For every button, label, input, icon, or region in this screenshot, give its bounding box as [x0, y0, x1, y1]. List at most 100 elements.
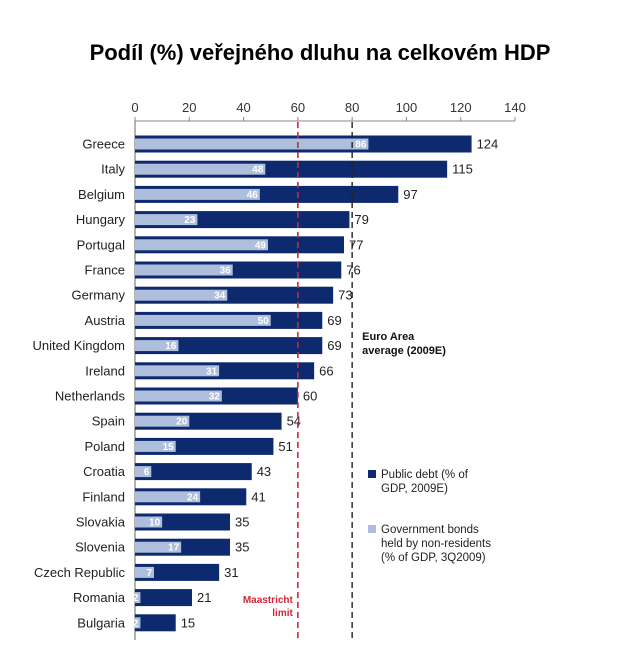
bonds-held-bar	[135, 188, 260, 200]
category-label: Austria	[85, 313, 126, 328]
bonds-held-value-label: 46	[247, 190, 259, 201]
legend-public-debt-label-line: GDP, 2009E)	[381, 483, 448, 495]
bonds-held-bar	[135, 415, 190, 427]
category-label: Croatia	[83, 464, 126, 479]
bonds-held-value-label: 6	[144, 467, 150, 478]
bonds-held-value-label: 32	[209, 392, 221, 403]
bar-row: Greece 86 124	[82, 135, 498, 153]
bonds-held-bar	[135, 516, 163, 528]
public-debt-bar	[135, 614, 176, 632]
category-label: Portugal	[77, 237, 126, 252]
bar-row: France 36 76	[85, 261, 361, 279]
bonds-held-value-label: 10	[149, 518, 161, 529]
bar-row: Slovakia 10 35	[76, 513, 249, 531]
legend-bonds-held: Government bonds held by non-residents (% …	[368, 524, 491, 564]
bonds-held-value-label: 20	[176, 417, 188, 428]
public-debt-bar	[135, 563, 220, 581]
bonds-held-value-label: 2	[133, 618, 139, 629]
bar-row: Poland 15 51	[85, 437, 293, 455]
bonds-held-value-label: 24	[187, 492, 199, 503]
bar-row: United Kingdom 16 69	[33, 337, 342, 355]
x-tick-label: 20	[182, 100, 196, 115]
bonds-held-bar	[135, 289, 228, 301]
public-debt-value-label: 60	[303, 389, 317, 404]
bonds-held-bar	[135, 314, 271, 326]
public-debt-value-label: 69	[327, 313, 341, 328]
bonds-held-value-label: 16	[165, 341, 177, 352]
bar-row: Ireland 31 66	[85, 362, 334, 380]
bar-row: Finland 24 41	[82, 488, 266, 506]
bonds-held-bar	[135, 163, 266, 175]
bar-row: Spain 20 54	[92, 412, 301, 430]
legend: Public debt (% of GDP, 2009E) Government b…	[368, 469, 491, 564]
x-tick-label: 40	[236, 100, 250, 115]
category-label: Slovakia	[76, 515, 126, 530]
x-tick-label: 0	[131, 100, 138, 115]
x-tick-label: 60	[291, 100, 305, 115]
category-label: Bulgaria	[77, 615, 125, 630]
category-label: Czech Republic	[34, 565, 126, 580]
x-tick-label: 80	[345, 100, 359, 115]
category-label: Italy	[101, 162, 125, 177]
maastricht-limit-label-line: limit	[272, 608, 293, 619]
category-label: United Kingdom	[33, 338, 126, 353]
bonds-held-bar	[135, 617, 141, 629]
bonds-held-bar	[135, 491, 201, 503]
bonds-held-value-label: 2	[133, 593, 139, 604]
bar-row: Czech Republic 7 31	[34, 563, 239, 581]
x-tick-label: 120	[450, 100, 472, 115]
chart-title: Podíl (%) veřejného dluhu na celkovém HD…	[89, 40, 551, 65]
bonds-held-bar	[135, 365, 220, 377]
bonds-held-bar	[135, 440, 176, 452]
public-debt-value-label: 21	[197, 590, 211, 605]
public-debt-value-label: 115	[452, 162, 473, 177]
bonds-held-value-label: 23	[184, 215, 196, 226]
bonds-held-bar	[135, 340, 179, 352]
legend-bonds-held-swatch	[368, 525, 376, 533]
bonds-held-bar	[135, 214, 198, 226]
legend-bonds-held-label-line: Government bonds	[381, 524, 479, 536]
maastricht-limit-label: Maastricht limit	[243, 595, 294, 619]
bar-row: Belgium 46 97	[78, 185, 418, 203]
bonds-held-value-label: 7	[146, 568, 152, 579]
legend-bonds-held-label: Government bonds held by non-residents (% …	[381, 524, 491, 564]
euro-area-average-label-line: average (2009E)	[362, 345, 446, 357]
public-debt-value-label: 73	[338, 288, 352, 303]
bonds-held-bar	[135, 138, 369, 150]
public-debt-bar	[135, 463, 252, 481]
x-tick-label: 140	[504, 100, 526, 115]
public-debt-value-label: 43	[257, 464, 271, 479]
category-label: Belgium	[78, 187, 125, 202]
category-label: Hungary	[76, 212, 126, 227]
bonds-held-value-label: 48	[252, 165, 264, 176]
public-debt-value-label: 31	[224, 565, 238, 580]
bar-row: Croatia 6 43	[83, 463, 271, 481]
legend-public-debt-label: Public debt (% of GDP, 2009E)	[381, 469, 469, 495]
reference-lines: Euro Area average (2009E) Maastricht limit	[243, 122, 446, 640]
bars: Greece 86 124 Italy 48 115 Belgium 46 97 Hungary 2…	[33, 135, 498, 632]
bar-row: Austria 50 69	[85, 311, 342, 329]
bonds-held-value-label: 49	[255, 240, 267, 251]
public-debt-value-label: 41	[251, 489, 265, 504]
euro-area-average-label: Euro Area average (2009E)	[362, 331, 446, 357]
bar-row: Romania 2 21	[73, 589, 211, 607]
bar-row: Netherlands 32 60	[55, 387, 317, 405]
category-label: Poland	[85, 439, 125, 454]
bonds-held-bar	[135, 239, 268, 251]
bar-row: Slovenia 17 35	[75, 538, 249, 556]
category-label: Finland	[82, 489, 125, 504]
bar-row: Bulgaria 2 15	[77, 614, 195, 632]
public-debt-value-label: 97	[403, 187, 417, 202]
bonds-held-value-label: 50	[258, 316, 270, 327]
legend-bonds-held-label-line: held by non-residents	[381, 538, 491, 550]
public-debt-value-label: 51	[278, 439, 292, 454]
public-debt-value-label: 79	[354, 212, 368, 227]
legend-public-debt-swatch	[368, 470, 376, 478]
bonds-held-value-label: 31	[206, 366, 218, 377]
public-debt-value-label: 35	[235, 540, 249, 555]
public-debt-value-label: 69	[327, 338, 341, 353]
bar-row: Germany 34 73	[72, 286, 353, 304]
bonds-held-bar	[135, 592, 141, 604]
legend-public-debt-label-line: Public debt (% of	[381, 469, 469, 481]
category-label: Germany	[72, 288, 126, 303]
